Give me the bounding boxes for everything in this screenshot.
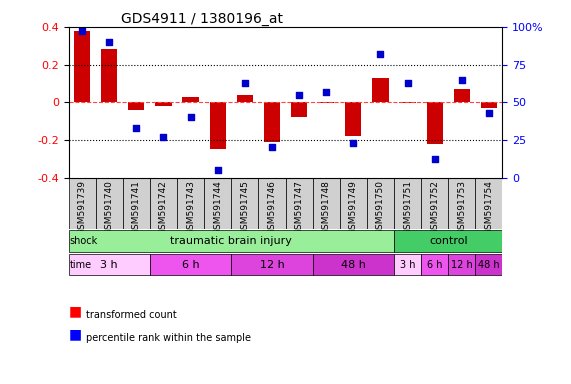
Bar [264,102,280,142]
FancyBboxPatch shape [150,177,177,229]
Point [240,79,250,86]
Text: 48 h: 48 h [478,260,500,270]
FancyBboxPatch shape [258,177,286,229]
FancyBboxPatch shape [448,177,475,229]
FancyBboxPatch shape [150,254,231,275]
Text: time: time [70,260,92,270]
FancyBboxPatch shape [69,254,150,275]
Text: GSM591746: GSM591746 [267,180,276,235]
FancyBboxPatch shape [286,177,313,229]
Bar [400,102,416,103]
Text: GSM591745: GSM591745 [240,180,250,235]
FancyBboxPatch shape [421,254,448,275]
Point [132,125,141,131]
Text: control: control [429,236,468,246]
Text: GDS4911 / 1380196_at: GDS4911 / 1380196_at [120,12,283,26]
Text: traumatic brain injury: traumatic brain injury [170,236,292,246]
Text: GSM591742: GSM591742 [159,180,168,235]
Text: GSM591750: GSM591750 [376,180,385,235]
Point [78,28,87,35]
Text: GSM591741: GSM591741 [132,180,141,235]
Point [457,76,467,83]
FancyBboxPatch shape [231,254,313,275]
FancyBboxPatch shape [231,177,258,229]
Bar [74,31,90,102]
Text: GSM591753: GSM591753 [457,180,467,235]
Bar [481,102,497,108]
FancyBboxPatch shape [394,230,502,252]
Point [321,89,331,95]
Text: GSM591740: GSM591740 [104,180,114,235]
Text: GSM591743: GSM591743 [186,180,195,235]
Text: 3 h: 3 h [100,260,118,270]
Bar [128,102,144,110]
FancyBboxPatch shape [313,177,340,229]
Text: GSM591747: GSM591747 [295,180,304,235]
Point [430,156,439,162]
FancyBboxPatch shape [475,254,502,275]
FancyBboxPatch shape [475,177,502,229]
FancyBboxPatch shape [340,177,367,229]
FancyBboxPatch shape [177,177,204,229]
Text: GSM591752: GSM591752 [430,180,439,235]
Point [484,110,493,116]
Point [186,114,195,120]
FancyBboxPatch shape [394,177,421,229]
Bar [318,102,335,103]
FancyBboxPatch shape [367,177,394,229]
Bar [427,102,443,144]
Text: GSM591748: GSM591748 [321,180,331,235]
Bar [291,102,307,117]
FancyBboxPatch shape [123,177,150,229]
Point [267,144,276,151]
FancyBboxPatch shape [204,177,231,229]
Bar [183,96,199,102]
Text: 12 h: 12 h [451,260,473,270]
FancyBboxPatch shape [96,177,123,229]
Text: GSM591739: GSM591739 [78,180,87,235]
FancyBboxPatch shape [313,254,394,275]
Text: GSM591751: GSM591751 [403,180,412,235]
Point [213,167,222,173]
Text: 48 h: 48 h [341,260,366,270]
Bar [101,50,118,102]
FancyBboxPatch shape [448,254,475,275]
Bar [454,89,470,102]
Bar [345,102,361,136]
Point [403,79,412,86]
Point [104,39,114,45]
Point [295,92,304,98]
Text: GSM591744: GSM591744 [213,180,222,235]
Text: transformed count: transformed count [86,310,176,320]
Point [349,140,358,146]
Text: GSM591749: GSM591749 [349,180,358,235]
FancyBboxPatch shape [394,254,421,275]
Text: 6 h: 6 h [182,260,199,270]
Bar [372,78,389,102]
Text: ■: ■ [69,304,82,318]
Bar [210,102,226,149]
FancyBboxPatch shape [421,177,448,229]
Text: 6 h: 6 h [427,260,443,270]
Text: percentile rank within the sample: percentile rank within the sample [86,333,251,343]
Text: ■: ■ [69,327,82,341]
Bar [155,102,172,106]
Bar [237,95,253,102]
Text: shock: shock [70,236,98,246]
Text: 12 h: 12 h [260,260,284,270]
FancyBboxPatch shape [69,177,96,229]
Point [376,51,385,57]
FancyBboxPatch shape [69,230,394,252]
Text: 3 h: 3 h [400,260,415,270]
Text: GSM591754: GSM591754 [484,180,493,235]
Point [159,134,168,140]
